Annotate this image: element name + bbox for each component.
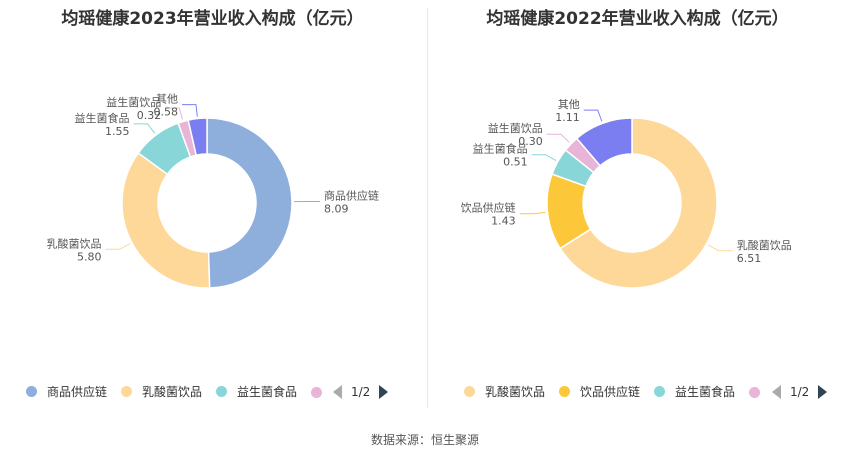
leader-line — [165, 107, 184, 120]
legend-item[interactable]: 益生菌食品 — [654, 383, 735, 400]
data-source: 数据来源：恒生聚源 — [370, 433, 479, 447]
slice-label-name: 益生菌食品 — [473, 142, 528, 156]
legend-page-indicator: 1/2 — [790, 385, 810, 399]
legend-label: 益生菌食品 — [237, 385, 298, 399]
slice-label-value: 1.43 — [491, 215, 515, 228]
slice-乳酸菌饮品[interactable] — [559, 117, 718, 289]
legend-next-icon[interactable] — [379, 385, 389, 399]
slice-label-value: 0.30 — [518, 135, 543, 148]
slice-label-name: 乳酸菌饮品 — [737, 238, 792, 252]
slice-label-value: 1.11 — [555, 111, 580, 124]
chart-panel-2023: 均瑶健康2023年营业收入构成（亿元） 商品供应链 8.09 乳酸菌饮品 5.80 益生… — [0, 0, 425, 410]
chart-panel-2022: 均瑶健康2022年营业收入构成（亿元） 乳酸菌饮品 6.51 饮品供应链 1.43 益生… — [425, 0, 850, 410]
slice-label-name: 其他 — [558, 98, 580, 111]
slice-label-value: 1.55 — [105, 125, 130, 138]
slice-乳酸菌饮品[interactable] — [121, 151, 211, 289]
legend-marker-icon — [121, 386, 132, 397]
chart-title: 均瑶健康2023年营业收入构成（亿元） — [61, 9, 364, 29]
legend-label: 商品供应链 — [47, 385, 108, 399]
slice-label-name: 益生菌饮品 — [488, 121, 543, 135]
leader-line — [583, 109, 603, 122]
leader-line — [133, 123, 156, 134]
slice-label-name: 乳酸菌饮品 — [46, 236, 101, 250]
slice-label-value: 5.80 — [77, 250, 102, 263]
legend-page-indicator: 1/2 — [351, 385, 371, 399]
slice-label-value: 8.09 — [324, 202, 349, 215]
leader-line — [181, 104, 198, 117]
legend-marker-icon — [26, 386, 37, 397]
legend-label: 乳酸菌饮品 — [485, 385, 546, 399]
panel-divider — [427, 8, 428, 408]
legend-item[interactable]: 饮品供应链 — [559, 383, 640, 400]
slice-label-value: 0.51 — [503, 156, 528, 169]
legend-marker-icon — [216, 386, 227, 397]
slice-label-value: 6.51 — [737, 252, 762, 265]
slice-label-name: 饮品供应链 — [461, 201, 516, 215]
leader-line — [531, 154, 557, 161]
slice-其他[interactable] — [187, 117, 208, 157]
slice-label-name: 商品供应链 — [324, 188, 379, 202]
legend-item[interactable]: 商品供应链 — [26, 383, 107, 400]
legend-marker-icon — [559, 386, 570, 397]
legend-label: 益生菌食品 — [675, 385, 736, 399]
slice-label-value: 0.32 — [137, 109, 162, 122]
legend-pager: 1/2 — [772, 385, 828, 399]
slice-其他[interactable] — [575, 117, 633, 167]
legend-marker-icon — [464, 386, 475, 397]
slice-商品供应链[interactable] — [206, 117, 293, 289]
chart-title: 均瑶健康2022年营业收入构成（亿元） — [486, 9, 789, 29]
legend-next-icon[interactable] — [818, 385, 828, 399]
legend-label: 乳酸菌饮品 — [142, 385, 203, 399]
leader-line — [105, 243, 131, 250]
leader-line — [546, 133, 570, 143]
legend-item[interactable]: 乳酸菌饮品 — [464, 383, 545, 400]
legend-label: 饮品供应链 — [580, 385, 641, 399]
leader-line — [519, 211, 546, 215]
legend-item[interactable]: 乳酸菌饮品 — [121, 383, 202, 400]
slice-label-name: 其他 — [156, 93, 178, 106]
legend-item[interactable]: 益生菌食品 — [216, 383, 297, 400]
leader-line — [707, 244, 733, 252]
legend-marker-icon[interactable] — [749, 387, 760, 398]
legend-marker-icon — [654, 386, 665, 397]
legend-marker-icon[interactable] — [311, 387, 322, 398]
slice-label-name: 益生菌饮品 — [106, 95, 161, 109]
slice-label-name: 益生菌食品 — [75, 111, 130, 125]
legend-prev-icon[interactable] — [772, 385, 781, 399]
slice-label-value: 0.58 — [153, 106, 178, 119]
legend-prev-icon[interactable] — [333, 385, 342, 399]
legend-pager: 1/2 — [333, 385, 389, 399]
